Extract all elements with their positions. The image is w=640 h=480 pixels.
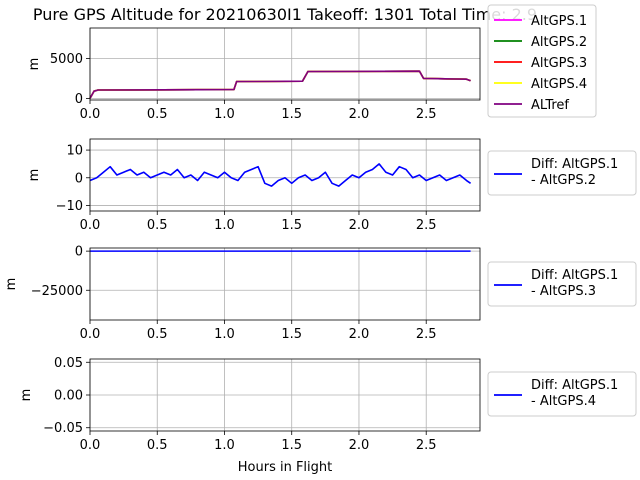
x-tick-label: 1.0	[214, 327, 235, 342]
legend: Diff: AltGPS.1- AltGPS.3	[487, 261, 637, 307]
x-tick-label: 2.5	[416, 218, 437, 233]
x-tick-label: 0.0	[80, 218, 101, 233]
legend: Diff: AltGPS.1- AltGPS.2	[487, 150, 637, 196]
x-tick-label: 2.0	[349, 327, 370, 342]
plot-frame	[89, 247, 481, 321]
series-line-3	[89, 70, 471, 99]
y-tick-label: −0.05	[43, 421, 83, 436]
legend: Diff: AltGPS.1- AltGPS.4	[487, 371, 637, 417]
legend-entry: AltGPS.1	[531, 14, 587, 29]
x-tick-label: 0.5	[147, 107, 168, 122]
figure-title: Pure GPS Altitude for 20210630I1 Takeoff…	[33, 5, 537, 24]
subplot-1: 0.0 0.5 1.0 1.5 2.0 2.5 0 5000 m AltGPS.1 AltGPS.2…	[27, 4, 597, 122]
legend-entry: Diff: AltGPS.1- AltGPS.2	[531, 157, 618, 188]
legend-box	[487, 261, 637, 307]
legend-entry: AltGPS.3	[531, 56, 587, 71]
x-tick-label: 1.0	[214, 218, 235, 233]
y-axis-label: m	[19, 389, 34, 402]
x-axis-label: Hours in Flight	[238, 460, 333, 475]
series-line-2	[89, 70, 471, 99]
x-tick-label: 0.5	[147, 327, 168, 342]
series-line-5	[89, 70, 471, 99]
y-tick-label: 10	[66, 144, 83, 159]
y-tick-label: 0	[75, 245, 83, 260]
y-axis-label: m	[27, 58, 42, 71]
legend: AltGPS.1 AltGPS.2 AltGPS.3 AltGPS.4 ALTref	[487, 4, 597, 118]
x-tick-label: 1.0	[214, 107, 235, 122]
y-tick-label: 0.00	[54, 389, 83, 404]
y-tick-label: 5000	[50, 52, 83, 67]
x-tick-label: 1.0	[214, 438, 235, 453]
x-tick-label: 0.5	[147, 438, 168, 453]
x-tick-label: 2.0	[349, 438, 370, 453]
legend-entry: AltGPS.2	[531, 35, 587, 50]
x-tick-label: 1.5	[281, 107, 302, 122]
x-tick-label: 1.5	[281, 438, 302, 453]
legend-entry: ALTref	[531, 98, 569, 113]
y-axis-label: m	[27, 169, 42, 182]
y-tick-label: −25000	[31, 284, 83, 299]
x-tick-label: 0.0	[80, 107, 101, 122]
x-tick-label: 1.5	[281, 218, 302, 233]
x-tick-label: 0.5	[147, 218, 168, 233]
x-tick-label: 2.5	[416, 327, 437, 342]
series-line-1	[89, 70, 471, 99]
legend-entry: Diff: AltGPS.1- AltGPS.4	[531, 378, 618, 409]
y-tick-label: 0	[75, 171, 83, 186]
legend-entry: Diff: AltGPS.1- AltGPS.3	[531, 268, 618, 299]
x-tick-label: 2.0	[349, 218, 370, 233]
x-tick-label: 2.0	[349, 107, 370, 122]
y-axis-label: m	[4, 278, 19, 291]
legend-box	[487, 4, 597, 118]
plot-frame	[89, 27, 481, 101]
y-tick-label: 0.05	[54, 356, 83, 371]
x-tick-label: 1.5	[281, 327, 302, 342]
x-tick-label: 0.0	[80, 327, 101, 342]
legend-box	[487, 150, 637, 196]
subplot-3: 0.0 0.5 1.0 1.5 2.0 2.5 0 −25000 m Diff: AltGPS.1…	[4, 245, 637, 342]
legend-entry: AltGPS.4	[531, 77, 587, 92]
y-tick-label: −10	[56, 199, 83, 214]
x-tick-label: 2.5	[416, 107, 437, 122]
plot-frame	[89, 138, 481, 212]
subplot-4: 0.0 0.5 1.0 1.5 2.0 2.5 0.05 0.00 −0.05 m Diff: Al…	[19, 356, 637, 453]
x-tick-label: 0.0	[80, 438, 101, 453]
series-line-4	[89, 70, 471, 99]
x-tick-label: 2.5	[416, 438, 437, 453]
y-tick-label: 0	[75, 92, 83, 107]
subplot-2: 0.0 0.5 1.0 1.5 2.0 2.5 10 0 −10 m Diff: AltGPS.1-…	[27, 138, 637, 233]
legend-box	[487, 371, 637, 417]
series-line-1	[89, 163, 472, 187]
